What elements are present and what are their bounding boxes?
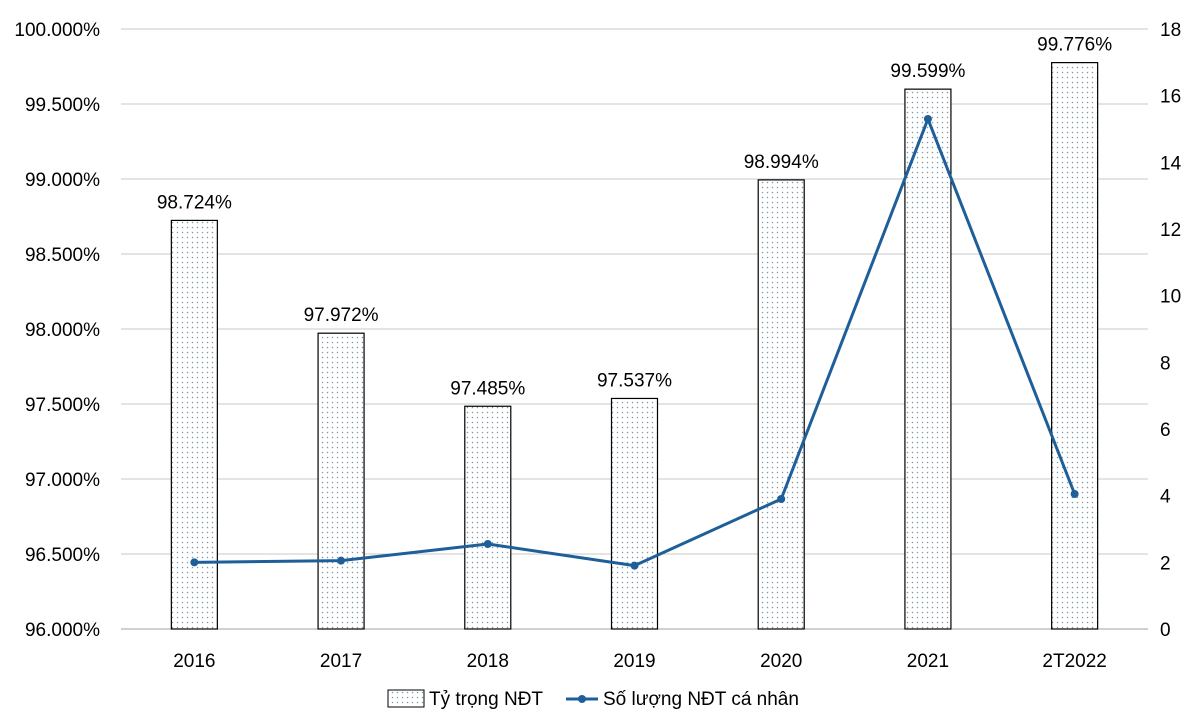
right-tick-label: 16: [1160, 87, 1181, 108]
bar-data-label: 97.485%: [450, 378, 525, 399]
legend: Tỷ trọng NĐT Số lượng NĐT cá nhân: [387, 689, 799, 710]
line-point: [337, 556, 346, 565]
bar: [610, 397, 659, 630]
right-tick-label: 14: [1160, 153, 1182, 174]
legend-bar-label: Tỷ trọng NĐT: [429, 689, 543, 710]
legend-bar-swatch: [387, 689, 425, 708]
line-point: [483, 540, 492, 548]
bar: [757, 179, 805, 630]
left-tick-label: 99.500%: [25, 95, 100, 116]
left-tick-label: 97.500%: [25, 395, 100, 416]
bar: [1051, 61, 1099, 630]
line-point: [190, 558, 199, 567]
line-series: [190, 115, 1079, 570]
left-tick-label: 97.000%: [25, 470, 100, 491]
bar-data-label: 99.599%: [890, 61, 965, 82]
right-axis-ticks: 0 2 4 6 8 10 12 14 16 18: [1160, 20, 1182, 641]
left-tick-label: 96.500%: [25, 545, 100, 566]
left-tick-label: 99.000%: [25, 170, 100, 191]
x-tick-label: 2019: [613, 651, 655, 672]
bar-data-label: 99.776%: [1037, 35, 1112, 56]
line-point: [777, 495, 786, 503]
left-tick-label: 98.500%: [25, 245, 100, 266]
right-tick-label: 6: [1160, 420, 1171, 441]
line-point: [630, 561, 639, 570]
bar-data-label: 98.994%: [744, 152, 819, 173]
legend-line-label: Số lượng NĐT cá nhân: [603, 689, 799, 710]
gridlines: [121, 28, 1148, 630]
left-tick-label: 98.000%: [25, 320, 100, 341]
right-tick-label: 8: [1160, 353, 1171, 374]
bar: [170, 219, 218, 630]
left-tick-label: 96.000%: [25, 620, 100, 641]
x-tick-label: 2021: [907, 651, 949, 672]
left-tick-label: 100.000%: [14, 20, 100, 41]
x-tick-label: 2017: [320, 651, 362, 672]
bar: [904, 88, 952, 630]
x-tick-label: 2020: [760, 651, 802, 672]
bar-data-labels: 98.724% 97.972% 97.485% 97.537% 98.994% 99.59…: [157, 35, 1112, 400]
bar-data-label: 97.537%: [597, 370, 672, 391]
line-point: [1070, 490, 1079, 498]
bar-data-label: 98.724%: [157, 192, 232, 213]
right-tick-label: 12: [1160, 220, 1181, 241]
left-axis-ticks: 96.000% 96.500% 97.000% 97.500% 98.000% 98.50…: [14, 20, 100, 641]
right-tick-label: 0: [1160, 620, 1171, 641]
right-tick-label: 2: [1160, 553, 1171, 574]
x-tick-label: 2018: [467, 651, 509, 672]
x-tick-label: 2T2022: [1042, 651, 1106, 672]
x-tick-label: 2016: [173, 651, 215, 672]
right-tick-label: 10: [1160, 287, 1181, 308]
bar-series: [170, 61, 1099, 630]
bar: [464, 405, 512, 630]
bar: [317, 332, 365, 630]
right-tick-label: 18: [1160, 20, 1181, 41]
bar-data-label: 97.972%: [304, 305, 379, 326]
right-tick-label: 4: [1160, 487, 1171, 508]
x-axis-ticks: 2016 2017 2018 2019 2020 2021 2T2022: [173, 651, 1107, 672]
legend-line-marker: [578, 695, 586, 703]
line-point: [923, 115, 932, 123]
